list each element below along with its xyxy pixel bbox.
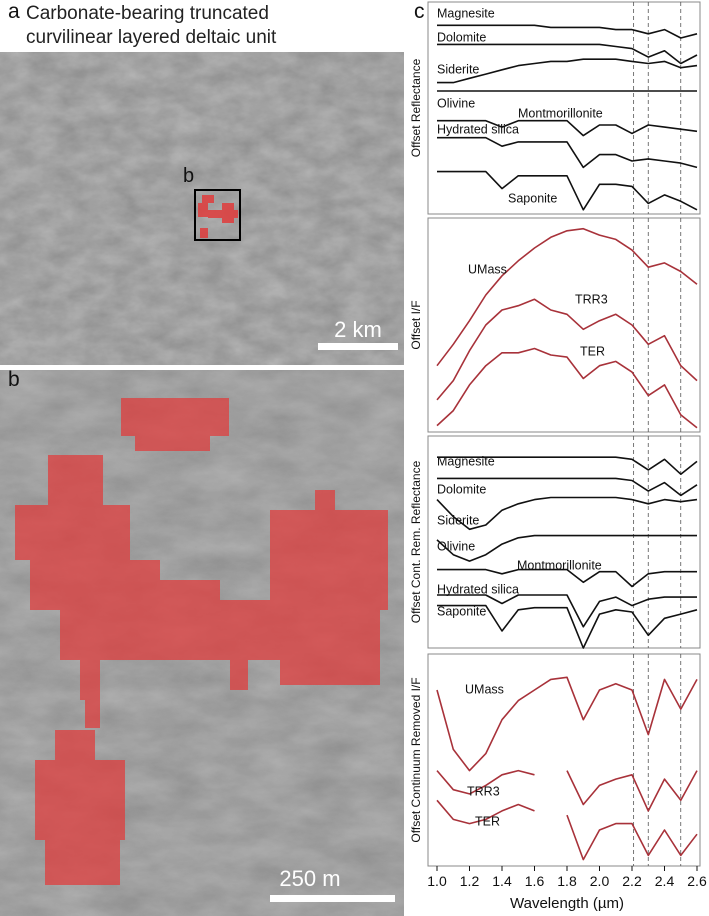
spectrum-line [437, 477, 698, 497]
series-label: Hydrated silica [437, 122, 519, 136]
y-axis-label: Offset Cont. Rem. Reflectance [409, 460, 423, 623]
inset-box [194, 189, 241, 241]
spectrum-line [436, 769, 698, 812]
spectrum-line [437, 136, 698, 169]
inset-label: b [183, 165, 194, 187]
scale-bar-label: 250 m [279, 866, 340, 891]
series-label: Dolomite [437, 30, 486, 44]
spectrum-line [436, 676, 698, 772]
series-label: Saponite [437, 604, 486, 618]
spectrum-line [436, 496, 698, 531]
spectrum-line [437, 43, 698, 65]
series-label: Magnesite [437, 6, 495, 20]
scale-bar-label: 2 km [334, 317, 382, 342]
y-axis-label: Offset I/F [409, 300, 423, 349]
series-label: UMass [465, 682, 504, 696]
series-label: Siderite [437, 62, 479, 76]
x-tick-label: 2.6 [687, 873, 707, 889]
spectrum-line [437, 170, 698, 211]
x-tick-label: 1.2 [460, 873, 480, 889]
spectrum-line [437, 604, 698, 649]
spectrum-line [437, 58, 698, 84]
y-axis-label: Offset Continuum Removed I/F [409, 677, 423, 842]
series-label: Siderite [437, 513, 479, 527]
series-label: Montmorillonite [517, 558, 602, 572]
scale-bar-b [270, 895, 395, 902]
spectrum-line [436, 227, 698, 367]
scale-bar-a [318, 343, 398, 350]
spectrum-line [437, 568, 697, 588]
series-label: Hydrated silica [437, 582, 519, 596]
series-label: TRR3 [467, 784, 500, 798]
series-label: Olivine [437, 96, 475, 110]
panel-label: a [8, 0, 20, 23]
series-label: TER [580, 344, 605, 358]
spectrum-line [437, 594, 697, 628]
panel-frame [427, 217, 701, 433]
x-tick-label: 1.6 [525, 873, 545, 889]
panel-frame [427, 1, 701, 215]
carbonate-detections-b [15, 398, 388, 885]
spectrum-line [437, 119, 698, 137]
x-tick-label: 2.4 [655, 873, 675, 889]
spectrum-line [436, 799, 698, 861]
panel-label: c [414, 0, 425, 23]
series-label: TER [475, 814, 500, 828]
spectrum-line [436, 298, 698, 401]
spectrum-line [437, 24, 698, 39]
series-label: Olivine [437, 539, 475, 553]
y-axis-label: Offset Reflectance [409, 58, 423, 157]
series-label: Saponite [508, 191, 557, 205]
carbonate-detections-a [198, 195, 238, 238]
spectrum-line [436, 347, 698, 429]
spectrum-line [436, 534, 697, 562]
spectrum-line [437, 456, 698, 475]
x-axis-label: Wavelength (µm) [510, 895, 624, 912]
panel-frame [427, 435, 701, 649]
series-label: TRR3 [575, 292, 608, 306]
x-tick-label: 2.2 [622, 873, 642, 889]
panel-label: b [8, 368, 20, 391]
panel-frame [427, 653, 701, 867]
series-label: UMass [468, 262, 507, 276]
x-tick-label: 1.0 [427, 873, 447, 889]
x-tick-label: 1.8 [557, 873, 577, 889]
x-tick-label: 2.0 [590, 873, 610, 889]
panel-title: Carbonate-bearing truncated curvilinear … [26, 3, 277, 48]
series-label: Montmorillonite [518, 106, 603, 120]
series-label: Magnesite [437, 454, 495, 468]
series-label: Dolomite [437, 482, 486, 496]
x-tick-label: 1.4 [492, 873, 512, 889]
